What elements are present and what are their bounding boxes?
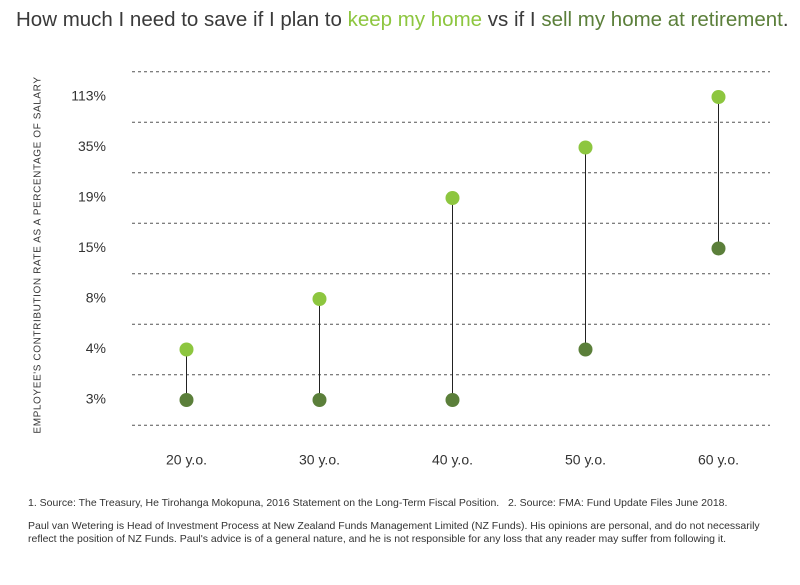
title-text: How much I need to save if I plan to: [16, 8, 342, 31]
y-tick-label: 8%: [86, 290, 106, 306]
x-tick-label: 60 y.o.: [698, 452, 739, 468]
x-tick-label: 30 y.o.: [299, 452, 340, 468]
title-highlight: keep my home: [347, 8, 483, 31]
y-tick-label: 4%: [86, 340, 106, 356]
source: 2. Source: FMA: Fund Update Files June 2…: [507, 497, 728, 509]
y-axis-label: EMPLOYEE'S CONTRIBUTION RATE AS A PERCEN…: [33, 76, 44, 433]
title-text: .: [782, 8, 789, 31]
x-tick-label: 50 y.o.: [565, 452, 606, 468]
x-tick-label: 40 y.o.: [432, 452, 473, 468]
chart: EMPLOYEE'S CONTRIBUTION RATE AS A PERCEN…: [33, 71, 770, 468]
y-tick-label: 19%: [78, 189, 106, 205]
y-tick-label: 35%: [78, 138, 106, 154]
dot: [445, 393, 460, 407]
title-highlight: sell my home at retirement: [541, 8, 783, 31]
y-tick-label: 3%: [86, 391, 106, 407]
title-text: vs if I: [487, 8, 536, 31]
y-tick-label: 113%: [71, 88, 106, 104]
source: 1. Source: The Treasury, He Tirohanga Mo…: [28, 497, 500, 509]
disclaimer: Paul van Wetering is Head of Investment …: [28, 520, 760, 545]
sources: 1. Source: The Treasury, He Tirohanga Mo…: [28, 497, 788, 510]
notes: 1. Source: The Treasury, He Tirohanga Mo…: [28, 497, 788, 556]
dot: [312, 292, 327, 306]
dot: [179, 342, 194, 357]
dot: [578, 342, 593, 357]
dot: [445, 191, 460, 205]
chart-title: How much I need to save if I plan to kee…: [16, 8, 789, 32]
dot: [578, 140, 593, 155]
dot: [711, 90, 726, 104]
dot: [312, 393, 327, 407]
x-tick-label: 20 y.o.: [166, 452, 207, 468]
y-tick-label: 15%: [78, 239, 106, 255]
dot: [179, 393, 194, 407]
dot: [711, 241, 726, 256]
